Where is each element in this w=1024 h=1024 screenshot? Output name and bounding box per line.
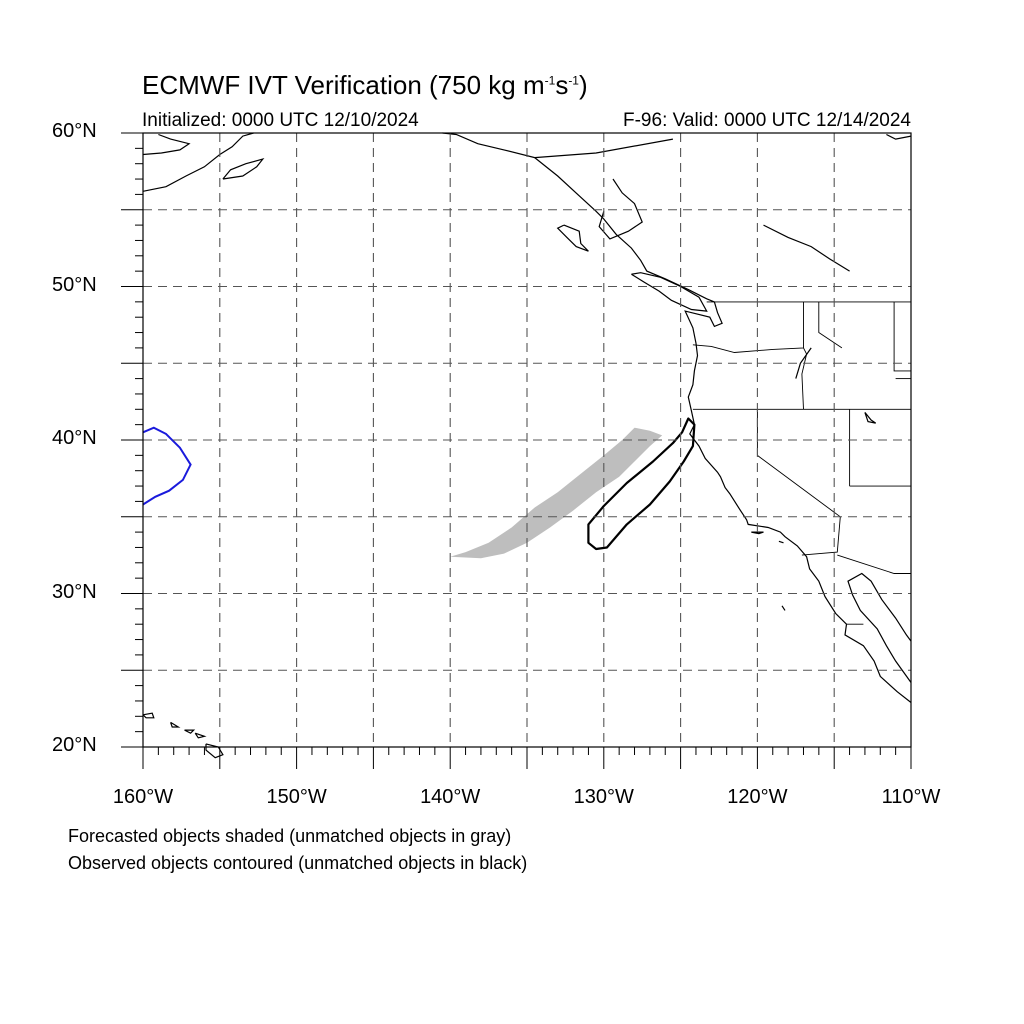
init-time-label: Initialized: 0000 UTC 12/10/2024 (142, 110, 419, 131)
lon-tick-label: 140°W (420, 786, 481, 808)
lat-tick-label: 50°N (52, 273, 97, 296)
coastline-segment (763, 224, 850, 272)
coastline-segment (886, 133, 912, 140)
coastline-segment (442, 132, 674, 159)
political-boundary (692, 301, 804, 353)
title-mid: s (555, 70, 569, 100)
gridline-layer (143, 133, 911, 747)
coastline-segment (598, 178, 643, 240)
coastline-segment (142, 712, 155, 719)
title-exp2: -1 (568, 73, 579, 88)
coastline-segment (795, 347, 812, 379)
coastline-segment (778, 540, 784, 544)
lon-tick-label: 110°W (881, 786, 941, 808)
map-frame (142, 132, 912, 748)
tick-layer (121, 132, 912, 769)
coastline-segment (751, 531, 764, 535)
coastline-segment (534, 157, 912, 703)
figure-title: ECMWF IVT Verification (750 kg m-1s-1) (142, 70, 588, 101)
coastline-segment (864, 412, 877, 424)
coastline-segment (170, 721, 181, 728)
political-boundary (818, 301, 843, 349)
lon-tick-label: 120°W (727, 786, 788, 808)
lon-tick-label: 150°W (266, 786, 327, 808)
lon-tick-label: 130°W (573, 786, 634, 808)
forecast-unmatched-object (450, 427, 663, 559)
coastline-segment (205, 743, 224, 759)
coastline-segment (631, 272, 708, 312)
coastline-segment (847, 572, 912, 683)
lat-tick-label: 20°N (52, 734, 97, 756)
coastline-segment (194, 732, 207, 739)
coastline-segment (222, 158, 265, 180)
political-boundary (893, 301, 911, 372)
title-suffix: ) (578, 70, 588, 100)
coastline-segment (556, 224, 589, 252)
legend-observed-note: Observed objects contoured (unmatched ob… (68, 853, 528, 873)
coastline-segment (781, 605, 786, 611)
coastline-segment (142, 133, 191, 156)
political-boundary (801, 516, 841, 556)
observed-edge-contour (142, 426, 192, 506)
coastline-segment (142, 132, 254, 192)
lon-tick-label: 160°W (112, 786, 174, 808)
valid-time-label: F-96: Valid: 0000 UTC 12/14/2024 (623, 110, 911, 131)
lat-tick-label: 60°N (52, 120, 97, 142)
political-boundary (801, 347, 808, 410)
legend-forecast-note: Forecasted objects shaded (unmatched obj… (68, 826, 512, 846)
political-boundary (837, 554, 911, 574)
lat-tick-label: 40°N (52, 427, 97, 449)
coastline-layer (142, 132, 912, 759)
coastline-segment (184, 729, 196, 734)
title-exp1: -1 (544, 73, 556, 88)
lat-tick-label: 30°N (52, 580, 97, 603)
political-boundary (756, 409, 841, 518)
title-prefix: ECMWF IVT Verification (750 kg m (142, 70, 545, 100)
